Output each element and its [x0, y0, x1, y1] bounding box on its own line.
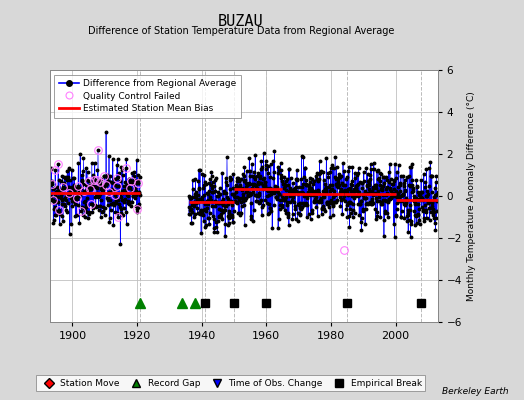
Legend: Station Move, Record Gap, Time of Obs. Change, Empirical Break: Station Move, Record Gap, Time of Obs. C…: [36, 375, 425, 392]
Y-axis label: Monthly Temperature Anomaly Difference (°C): Monthly Temperature Anomaly Difference (…: [467, 91, 476, 301]
Text: BUZAU: BUZAU: [218, 14, 264, 29]
Legend: Difference from Regional Average, Quality Control Failed, Estimated Station Mean: Difference from Regional Average, Qualit…: [54, 74, 241, 118]
Text: Difference of Station Temperature Data from Regional Average: Difference of Station Temperature Data f…: [88, 26, 394, 36]
Text: Berkeley Earth: Berkeley Earth: [442, 387, 508, 396]
